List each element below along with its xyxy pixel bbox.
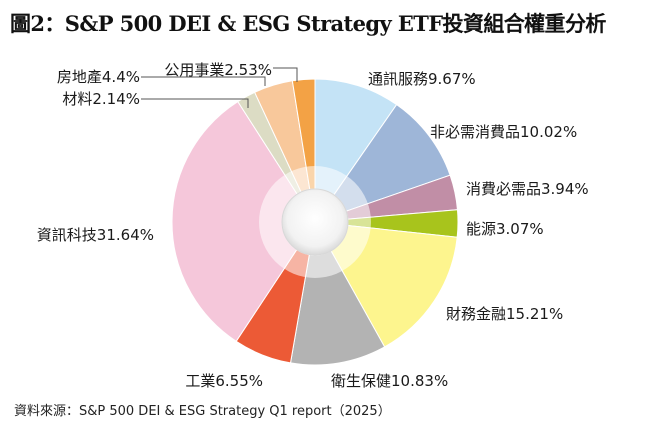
slice-label: 財務金融15.21% [446, 305, 563, 323]
slice-label: 消費必需品3.94% [466, 180, 589, 198]
donut-hole [281, 188, 349, 256]
leader-line [273, 67, 298, 82]
slice-label: 資訊科技31.64% [37, 226, 154, 244]
chart-title: 圖2：S&P 500 DEI & ESG Strategy ETF投資組合權重分… [10, 11, 606, 36]
leader-line [141, 76, 266, 86]
slice-label: 通訊服務9.67% [368, 70, 476, 88]
slice-label: 公用事業2.53% [164, 61, 272, 79]
slice-label: 衛生保健10.83% [331, 372, 448, 390]
slice-label: 房地產4.4% [57, 68, 140, 86]
slice-label: 工業6.55% [185, 372, 263, 390]
slice-label: 能源3.07% [466, 220, 544, 238]
source-note: 資料來源：S&P 500 DEI & ESG Strategy Q1 repor… [14, 404, 391, 419]
slice-label: 材料2.14% [62, 90, 140, 108]
slice-label: 非必需消費品10.02% [430, 123, 577, 141]
leader-line [141, 98, 249, 108]
